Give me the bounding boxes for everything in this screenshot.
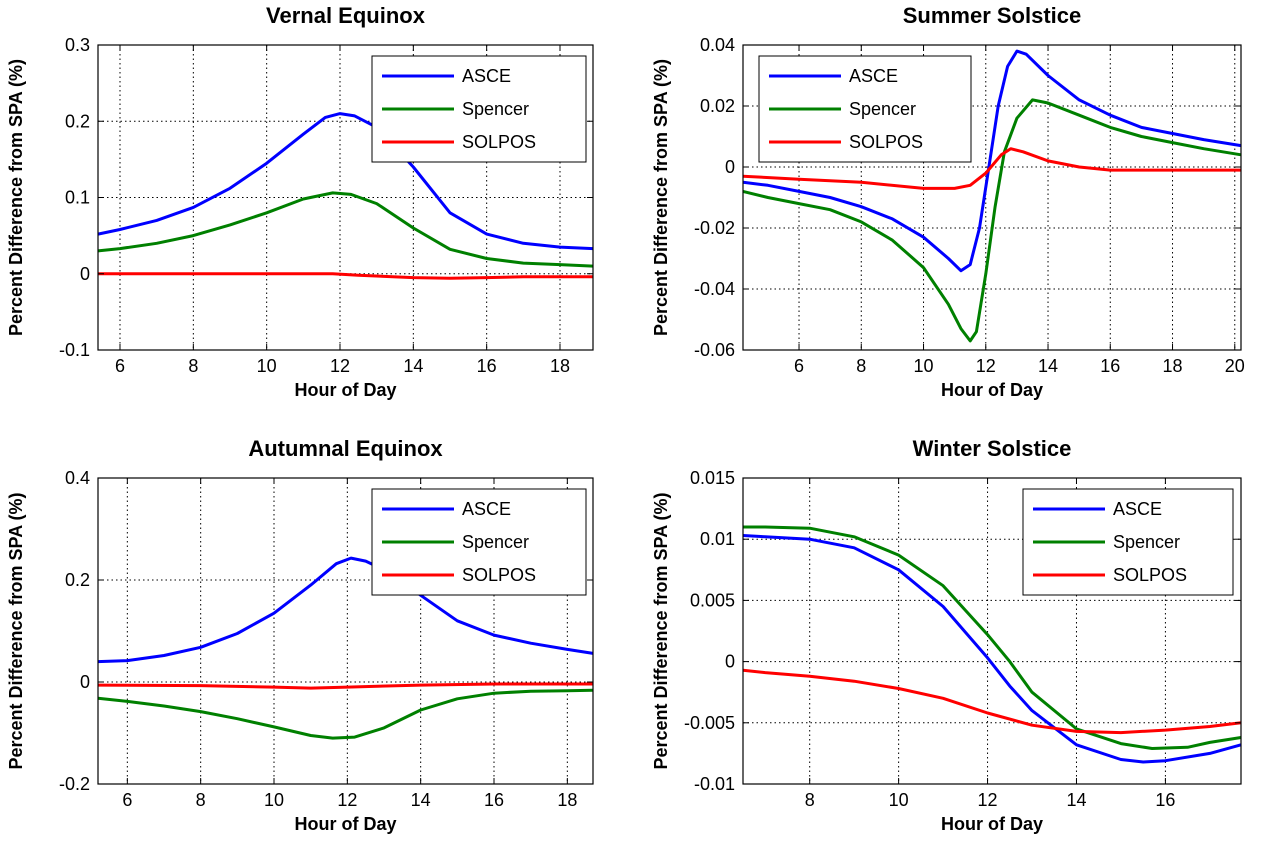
y-tick-label: 0: [80, 672, 90, 692]
x-tick-label: 10: [264, 790, 284, 810]
series-line-solpos: [97, 682, 593, 690]
x-tick-label: 14: [1066, 790, 1086, 810]
y-tick-label: 0.4: [65, 468, 90, 488]
y-axis-label: Percent Difference from SPA (%): [651, 59, 671, 336]
legend: ASCE Spencer SOLPOS: [758, 55, 972, 163]
y-tick-label: 0.005: [690, 590, 735, 610]
y-tick-label: -0.1: [59, 340, 90, 360]
legend-label-asce: ASCE: [462, 66, 511, 86]
y-tick-label: -0.04: [694, 279, 735, 299]
legend-label-asce: ASCE: [849, 66, 898, 86]
y-tick-label: 0.3: [65, 35, 90, 55]
series-line-spencer: [743, 525, 1242, 750]
series-line-asce: [742, 49, 1242, 273]
legend-label-solpos: SOLPOS: [462, 565, 536, 585]
y-tick-label: -0.01: [694, 774, 735, 794]
legend-label-spencer: Spencer: [849, 99, 916, 119]
axes-frame: [742, 477, 1242, 785]
x-tick-label: 6: [794, 356, 804, 376]
y-tick-label: -0.2: [59, 774, 90, 794]
y-tick-label: 0: [725, 652, 735, 672]
x-tick-label: 10: [889, 790, 909, 810]
axes-frame: [97, 477, 594, 785]
x-tick-label: 14: [403, 356, 423, 376]
x-tick-label: 12: [978, 790, 998, 810]
chart-title: Winter Solstice: [913, 436, 1072, 461]
y-axis-label: Percent Difference from SPA (%): [6, 59, 26, 336]
y-tick-label: 0.1: [65, 188, 90, 208]
series-line-spencer: [97, 688, 594, 740]
x-tick-label: 18: [1163, 356, 1183, 376]
legend: ASCE Spencer SOLPOS: [371, 488, 587, 596]
x-tick-label: 16: [1155, 790, 1175, 810]
y-tick-label: -0.06: [694, 340, 735, 360]
legend-label-solpos: SOLPOS: [1113, 565, 1187, 585]
y-tick-label: 0: [80, 264, 90, 284]
y-tick-label: 0.015: [690, 468, 735, 488]
y-axis-label: Percent Difference from SPA (%): [651, 492, 671, 769]
x-tick-label: 20: [1225, 356, 1245, 376]
axes-frame: [742, 44, 1242, 351]
x-tick-label: 12: [337, 790, 357, 810]
x-tick-label: 12: [330, 356, 350, 376]
chart-title: Summer Solstice: [903, 3, 1082, 28]
legend-label-spencer: Spencer: [462, 99, 529, 119]
x-tick-label: 14: [1038, 356, 1058, 376]
x-tick-label: 8: [188, 356, 198, 376]
chart-title: Autumnal Equinox: [248, 436, 443, 461]
x-axis-label: Hour of Day: [294, 380, 396, 400]
legend-label-asce: ASCE: [1113, 499, 1162, 519]
x-tick-label: 10: [914, 356, 934, 376]
chart-panel-3: 6 8 10 12 14 16 18 -0.2 0 0.2 0.4 Autumnal Equinox H…: [6, 436, 594, 834]
series-line-asce: [97, 556, 594, 664]
legend: ASCE Spencer SOLPOS: [1022, 488, 1234, 596]
chart-title: Vernal Equinox: [266, 3, 426, 28]
series-line-asce: [742, 534, 1242, 764]
x-axis-label: Hour of Day: [294, 814, 396, 834]
legend-label-solpos: SOLPOS: [849, 132, 923, 152]
y-tick-label: -0.02: [694, 218, 735, 238]
series-line-solpos: [98, 272, 593, 280]
y-tick-label: 0.04: [700, 35, 735, 55]
y-tick-label: 0.02: [700, 96, 735, 116]
x-tick-label: 18: [550, 356, 570, 376]
legend-label-asce: ASCE: [462, 499, 511, 519]
y-axis-label: Percent Difference from SPA (%): [6, 492, 26, 769]
series-line-asce: [97, 112, 594, 251]
x-tick-label: 16: [484, 790, 504, 810]
x-tick-label: 16: [477, 356, 497, 376]
y-tick-label: 0.01: [700, 529, 735, 549]
x-axis-label: Hour of Day: [941, 380, 1043, 400]
y-tick-label: -0.005: [684, 713, 735, 733]
chart-panel-4: 8 10 12 14 16 -0.01 -0.005 0 0.005 0.01 0.015 Winte…: [651, 436, 1242, 834]
chart-panel-1: 6 8 10 12 14 16 18 -0.1 0 0.1 0.2 0.3 Vernal Equinox…: [6, 3, 594, 400]
x-tick-label: 8: [196, 790, 206, 810]
x-tick-label: 18: [557, 790, 577, 810]
y-tick-label: 0: [725, 157, 735, 177]
series-line-spencer: [742, 98, 1242, 343]
x-tick-label: 14: [411, 790, 431, 810]
legend-label-spencer: Spencer: [462, 532, 529, 552]
x-tick-label: 16: [1100, 356, 1120, 376]
chart-panel-2: 6 8 10 12 14 16 18 20 -0.06 -0.04 -0.02 0 0.02 0.04 Su…: [651, 3, 1245, 400]
x-tick-label: 12: [976, 356, 996, 376]
series-line-spencer: [97, 191, 594, 268]
legend: ASCE Spencer SOLPOS: [371, 55, 587, 163]
x-tick-label: 6: [115, 356, 125, 376]
series-line-solpos: [742, 147, 1241, 190]
y-tick-label: 0.2: [65, 111, 90, 131]
x-tick-label: 10: [257, 356, 277, 376]
legend-label-solpos: SOLPOS: [462, 132, 536, 152]
x-axis-label: Hour of Day: [941, 814, 1043, 834]
x-tick-label: 6: [122, 790, 132, 810]
y-tick-label: 0.2: [65, 570, 90, 590]
series-line-solpos: [742, 668, 1242, 735]
x-tick-label: 8: [856, 356, 866, 376]
x-tick-label: 8: [805, 790, 815, 810]
legend-label-spencer: Spencer: [1113, 532, 1180, 552]
